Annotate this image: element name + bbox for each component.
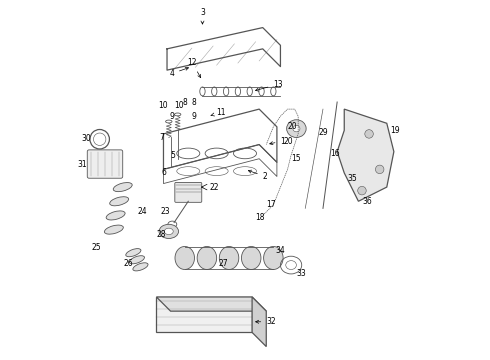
Text: 17: 17 [266,200,276,209]
Ellipse shape [104,225,123,234]
Text: 28: 28 [157,230,167,239]
Text: 22: 22 [210,183,219,192]
Text: 16: 16 [330,149,340,158]
Text: 2: 2 [248,170,268,181]
Ellipse shape [197,247,217,270]
Text: 10: 10 [159,101,168,110]
Text: 11: 11 [211,108,226,117]
Text: 9: 9 [170,112,175,121]
Polygon shape [156,297,252,332]
Text: 5: 5 [170,151,175,160]
Text: 25: 25 [91,243,101,252]
Text: 36: 36 [362,197,372,206]
Text: 19: 19 [391,126,400,135]
Text: 8: 8 [191,98,196,107]
Ellipse shape [233,148,257,159]
Ellipse shape [287,120,306,138]
Text: 8: 8 [182,98,187,107]
Text: 12: 12 [187,58,201,78]
Text: 31: 31 [77,159,87,168]
FancyBboxPatch shape [175,183,202,202]
Ellipse shape [110,197,129,206]
Circle shape [365,130,373,138]
Text: 15: 15 [291,154,301,163]
Ellipse shape [220,247,239,270]
Ellipse shape [177,167,200,176]
Ellipse shape [242,247,261,270]
Polygon shape [337,109,394,201]
Ellipse shape [175,247,195,270]
Text: 26: 26 [123,259,133,268]
Ellipse shape [205,167,228,176]
Text: 29: 29 [318,128,328,137]
Ellipse shape [129,256,145,264]
Ellipse shape [264,247,283,270]
Text: 6: 6 [161,168,166,177]
Text: 30: 30 [81,134,91,143]
Text: 27: 27 [219,259,228,268]
Ellipse shape [205,148,228,159]
Circle shape [358,186,366,195]
Text: 24: 24 [137,207,147,216]
Text: 23: 23 [160,207,170,216]
Text: 13: 13 [255,80,283,91]
Ellipse shape [177,148,200,159]
Text: 9: 9 [191,112,196,121]
Text: 7: 7 [159,133,164,142]
Text: 18: 18 [256,213,265,222]
Ellipse shape [113,183,132,192]
Text: 35: 35 [348,174,358,183]
Ellipse shape [293,125,300,132]
FancyBboxPatch shape [87,150,122,178]
Circle shape [375,165,384,174]
Text: 32: 32 [256,317,276,326]
Ellipse shape [233,167,257,176]
Text: 10: 10 [174,101,184,110]
Ellipse shape [106,211,125,220]
Polygon shape [156,297,266,311]
Ellipse shape [164,228,173,235]
Text: 20: 20 [288,122,297,131]
Text: 33: 33 [297,269,307,278]
Text: 1: 1 [270,136,285,145]
Ellipse shape [126,249,141,257]
Ellipse shape [133,263,148,271]
Text: 3: 3 [200,8,205,24]
Text: 20: 20 [284,136,294,145]
Polygon shape [252,297,266,347]
Ellipse shape [159,224,178,238]
Text: 34: 34 [275,246,285,255]
Text: 4: 4 [169,67,189,78]
